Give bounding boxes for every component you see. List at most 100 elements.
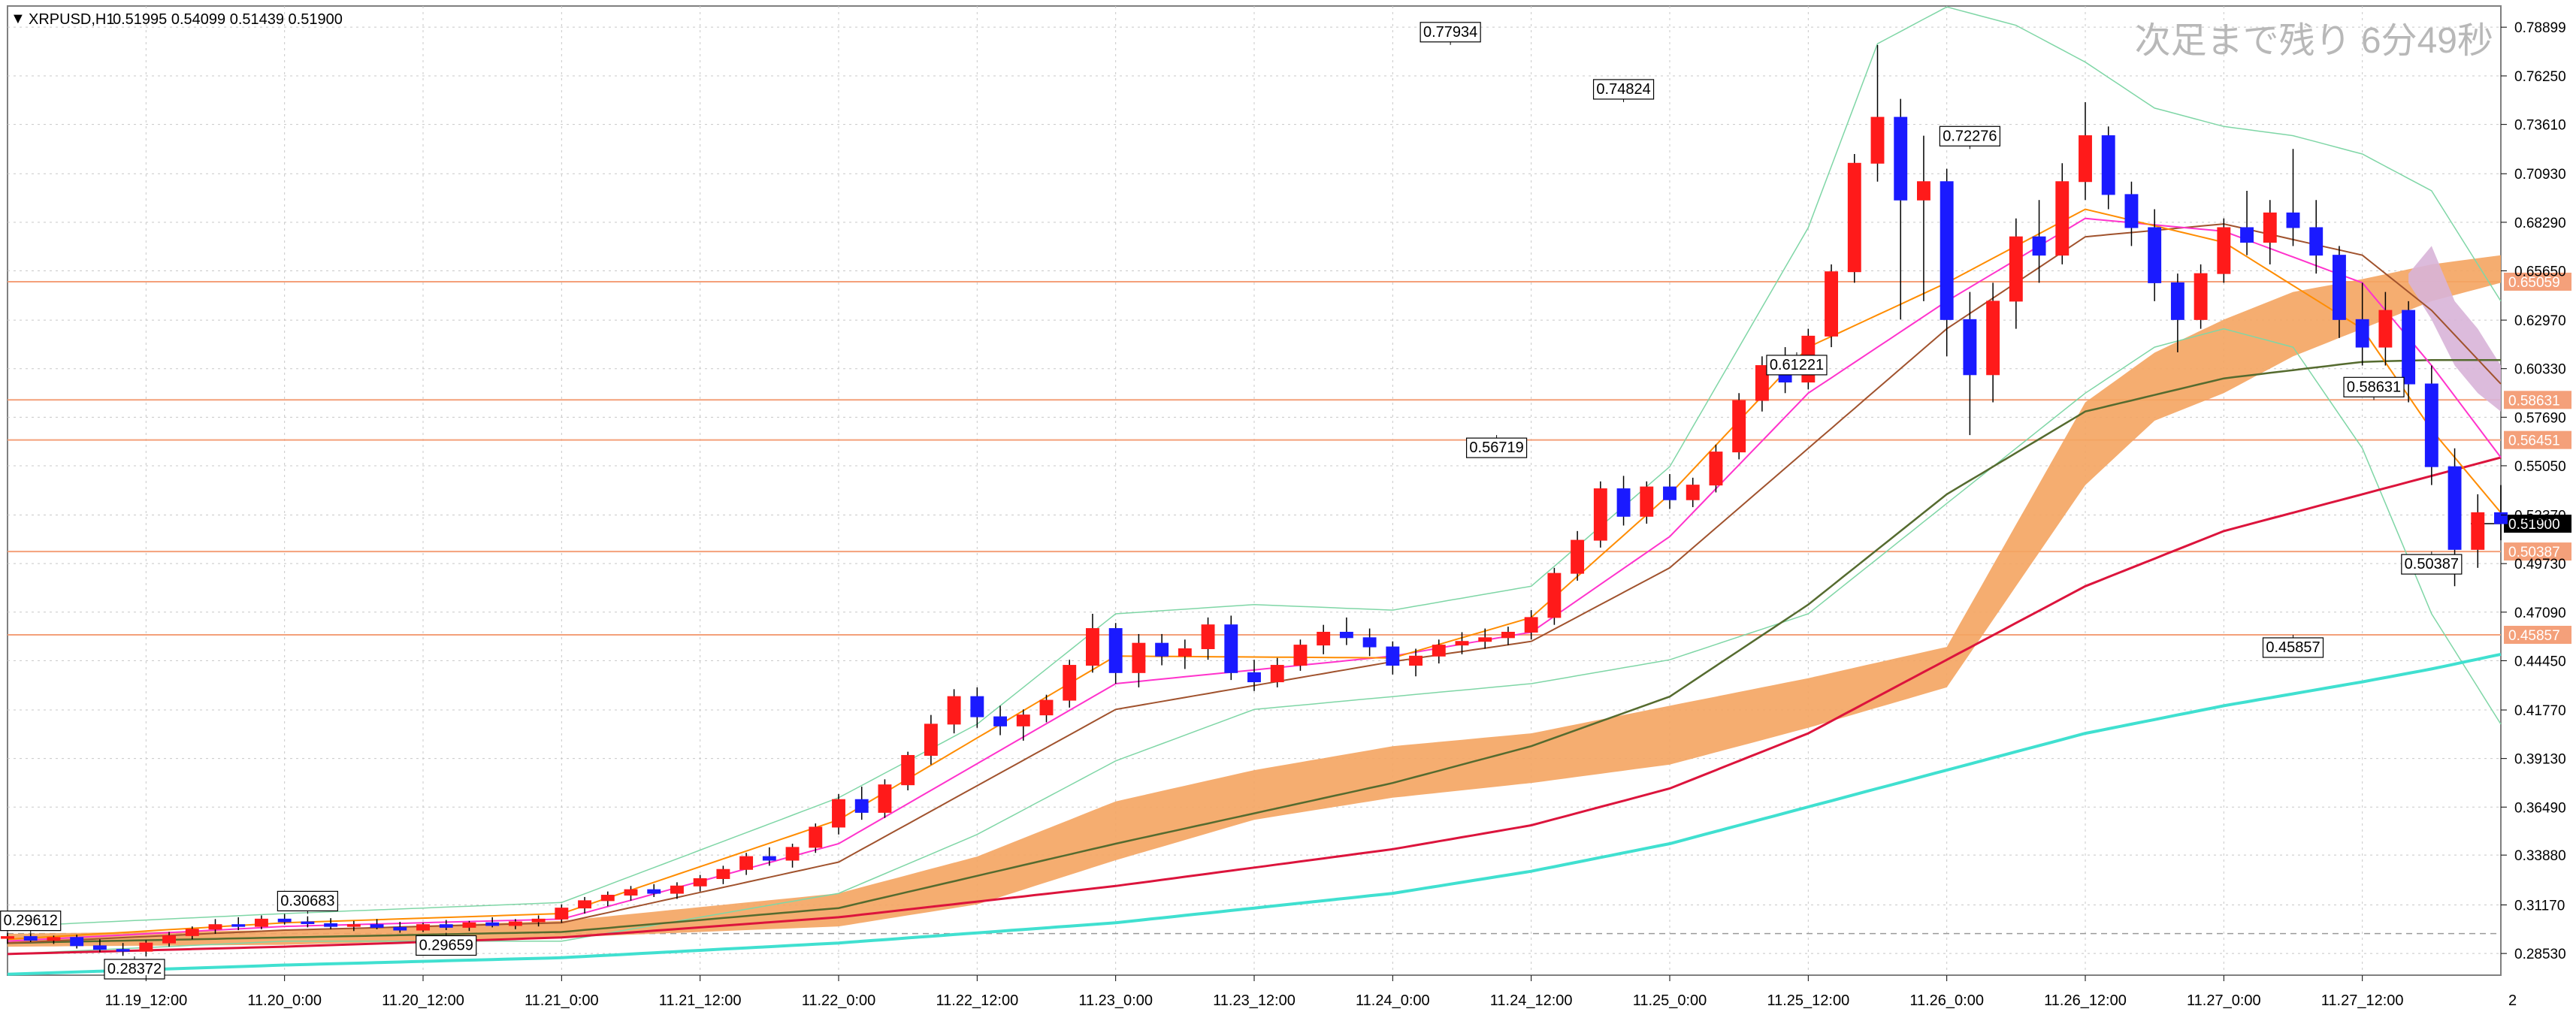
cloud-layer (8, 246, 2501, 947)
x-tick-label: 11.20_12:00 (382, 992, 464, 1009)
candle-body (1270, 665, 1284, 683)
x-tick-label: 11.22_0:00 (802, 992, 876, 1009)
x-tick-label: 11.26_0:00 (1909, 992, 1984, 1009)
candle-body (1317, 631, 1331, 646)
y-axis: 0.78899 0.76250 0.73610 0.70930 0.68290 0.656… (2501, 20, 2566, 962)
callout-label: 0.74824 (1596, 81, 1650, 98)
level-tag (2504, 272, 2571, 291)
candle-body (47, 937, 61, 941)
candle-body (2263, 212, 2277, 243)
x-tick-label: 11.21_0:00 (525, 992, 599, 1009)
x-tick-label: 11.27_0:00 (2187, 992, 2261, 1009)
candle-body (1, 936, 14, 939)
y-tick-label: 0.73610 (2514, 118, 2566, 134)
y-tick-label: 0.49730 (2514, 557, 2566, 572)
candle-body (1640, 486, 1654, 517)
candle-body (2378, 310, 2393, 348)
candle-body (670, 885, 684, 894)
candle-body (1547, 572, 1562, 618)
candle-body (23, 936, 38, 941)
candle-body (2055, 181, 2070, 256)
level-tag (2504, 391, 2571, 409)
callout-label: 0.56719 (1469, 440, 1523, 456)
candle-body (993, 716, 1008, 726)
callout-label: 0.29659 (419, 937, 473, 953)
candle-body (1039, 699, 1054, 716)
level-tag (2504, 430, 2571, 449)
ma-green (7, 358, 2501, 944)
candle-body (1178, 648, 1192, 657)
candle-body (1455, 641, 1469, 646)
candle-body (254, 918, 268, 927)
candle-body (1501, 631, 1515, 639)
candle-body (1755, 365, 1769, 401)
candle-body (70, 937, 84, 947)
candle-body (185, 929, 199, 936)
candle-body (1709, 452, 1723, 486)
candle-body (1063, 665, 1077, 701)
candle-body (1571, 539, 1585, 574)
candle-body (970, 696, 984, 717)
ichimoku-future-cloud (2408, 246, 2501, 412)
candle-body (785, 847, 800, 861)
candle-body (1870, 116, 1885, 164)
y-tick-label: 0.65650 (2514, 264, 2566, 279)
header-arrow-icon[interactable]: ▼ (11, 11, 26, 27)
ichimoku-cloud (8, 255, 2501, 947)
candle-body (1478, 637, 1492, 642)
candle-body (162, 935, 177, 944)
candle-body (578, 900, 592, 909)
callout-label: 0.30683 (280, 893, 334, 909)
level-tag-label: 0.65059 (2508, 275, 2560, 291)
callout-label: 0.61221 (1770, 357, 1824, 373)
callout-label: 0.45857 (2266, 639, 2320, 656)
candle-body (2494, 512, 2508, 524)
candle-body (2471, 512, 2485, 550)
candle-body (901, 754, 915, 786)
current-price-label: 0.51900 (2508, 517, 2560, 533)
candle-body (2101, 135, 2115, 195)
y-tick-label: 0.52370 (2514, 509, 2566, 524)
level-tag-label: 0.58631 (2508, 393, 2560, 409)
x-axis: 11.19_12:00 11.20_0:00 11.20_12:00 11.21_0:… (104, 975, 2517, 1009)
y-tick-label: 0.28530 (2514, 947, 2566, 962)
ma-fast (7, 208, 2502, 941)
candle-body (2332, 255, 2346, 320)
candle-body (2217, 227, 2231, 274)
y-tick-label: 0.76250 (2514, 69, 2566, 85)
y-tick-label: 0.36490 (2514, 800, 2566, 816)
candle-body (1894, 116, 1908, 201)
candle-body (1986, 301, 2000, 376)
candle-body (1339, 631, 1353, 639)
x-tick-label: 11.25_0:00 (1633, 992, 1707, 1009)
candle-body (531, 918, 546, 923)
candle-body (624, 889, 638, 896)
next-bar-timer: 次足まで残り 6分49秒 (2135, 21, 2493, 61)
callout-box (1420, 22, 1481, 43)
candle-body (1686, 485, 1700, 500)
candle-body (1847, 162, 1861, 273)
y-tick-label: 0.57690 (2514, 410, 2566, 426)
x-tick-label: 11.25_12:00 (1767, 992, 1849, 1009)
candle-body (1016, 714, 1030, 726)
symbol-label: XRPUSD,H1 (29, 11, 114, 28)
candle-body (1247, 672, 1261, 683)
callout-box (1766, 355, 1828, 376)
candle-body (439, 924, 453, 928)
y-tick-label: 0.33880 (2514, 848, 2566, 864)
y-tick-label: 0.62970 (2514, 313, 2566, 329)
candle-body (508, 921, 522, 926)
level-tag-label: 0.56451 (2508, 433, 2560, 449)
level-tag-label: 0.50387 (2508, 545, 2560, 560)
y-tick-label: 0.70930 (2514, 167, 2566, 183)
candle-body (1524, 617, 1538, 633)
x-tick-label: 11.23_12:00 (1213, 992, 1296, 1009)
x-tick-label: 11.21_12:00 (659, 992, 742, 1009)
candle-body (832, 799, 845, 828)
candle-body (208, 924, 222, 930)
callout-box (1592, 79, 1655, 100)
candle-body (2448, 466, 2462, 550)
candle-body (1916, 181, 1930, 201)
y-tick-label: 0.60330 (2514, 362, 2566, 378)
